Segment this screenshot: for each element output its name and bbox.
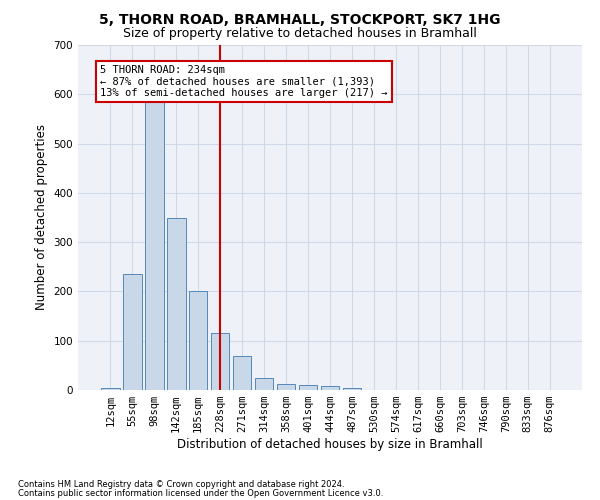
Bar: [145, 99, 164, 390]
Text: 5, THORN ROAD, BRAMHALL, STOCKPORT, SK7 1HG: 5, THORN ROAD, BRAMHALL, STOCKPORT, SK7 …: [99, 12, 501, 26]
X-axis label: Distribution of detached houses by size in Bramhall: Distribution of detached houses by size …: [177, 438, 483, 451]
Bar: [277, 384, 295, 390]
Bar: [189, 292, 208, 390]
Bar: [343, 388, 361, 390]
Bar: [101, 388, 119, 390]
Text: Size of property relative to detached houses in Bramhall: Size of property relative to detached ho…: [123, 28, 477, 40]
Bar: [167, 218, 185, 390]
Bar: [299, 385, 317, 390]
Y-axis label: Number of detached properties: Number of detached properties: [35, 124, 48, 310]
Bar: [255, 378, 274, 390]
Bar: [123, 274, 142, 390]
Bar: [320, 386, 340, 390]
Text: Contains public sector information licensed under the Open Government Licence v3: Contains public sector information licen…: [18, 488, 383, 498]
Bar: [233, 356, 251, 390]
Text: 5 THORN ROAD: 234sqm
← 87% of detached houses are smaller (1,393)
13% of semi-de: 5 THORN ROAD: 234sqm ← 87% of detached h…: [100, 64, 388, 98]
Text: Contains HM Land Registry data © Crown copyright and database right 2024.: Contains HM Land Registry data © Crown c…: [18, 480, 344, 489]
Bar: [211, 334, 229, 390]
